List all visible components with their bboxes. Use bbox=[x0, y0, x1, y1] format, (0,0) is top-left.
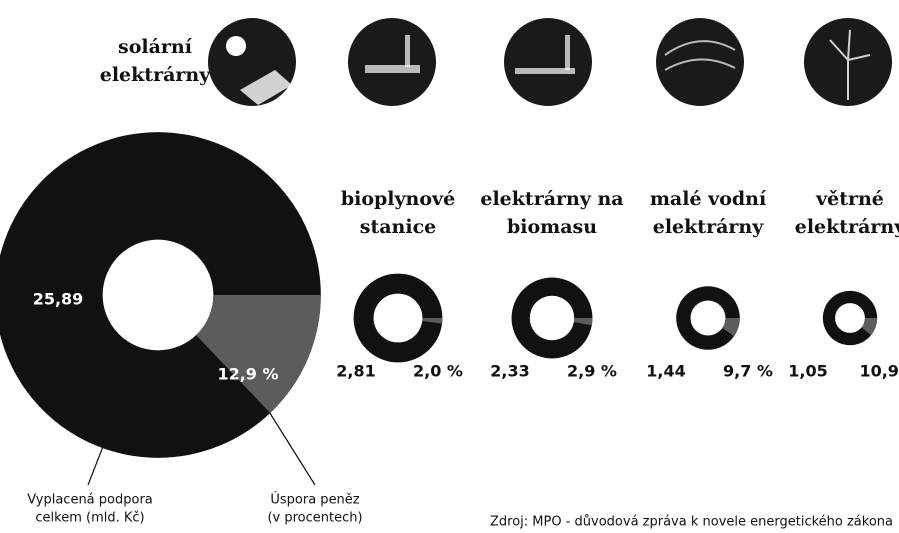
chart: Vyplacená podpora celkem (mld. Kč) Úspor… bbox=[0, 0, 899, 533]
legend-total: Vyplacená podpora bbox=[27, 493, 153, 508]
legend-savings: (v procentech) bbox=[267, 511, 362, 526]
total-label: 1,05 bbox=[788, 362, 827, 381]
savings-label: 12,9 % bbox=[217, 365, 278, 384]
chart-title: malé vodní bbox=[650, 188, 767, 210]
savings-label: 9,7 % bbox=[723, 362, 773, 381]
legend-savings: Úspora peněz bbox=[270, 492, 359, 508]
page: Vyplacená podpora celkem (mld. Kč) Úspor… bbox=[0, 0, 899, 533]
icon-biomass bbox=[504, 18, 592, 106]
chart-title: elektrárny bbox=[100, 64, 211, 86]
total-label: 2,81 bbox=[336, 362, 375, 381]
savings-label: 2,9 % bbox=[567, 362, 617, 381]
icons bbox=[208, 18, 892, 106]
savings-label: 2,0 % bbox=[413, 362, 463, 381]
total-label: 2,33 bbox=[490, 362, 529, 381]
chart-title: stanice bbox=[360, 216, 436, 238]
chart-title: elektrárny na bbox=[480, 188, 623, 210]
icon-biogas bbox=[348, 18, 436, 106]
donut-ring bbox=[823, 291, 877, 345]
total-label: 25,89 bbox=[33, 290, 84, 309]
chart-title: elektrárny bbox=[795, 216, 899, 238]
chart-title: biomasu bbox=[507, 216, 597, 238]
legend-total: celkem (mld. Kč) bbox=[35, 511, 144, 526]
source: Zdroj: MPO - důvodová zpráva k novele en… bbox=[490, 515, 893, 530]
chart-title: bioplynové bbox=[341, 188, 455, 210]
chart-title: solární bbox=[118, 36, 193, 58]
leader-savings bbox=[268, 410, 315, 485]
savings-label: 10,9 % bbox=[859, 362, 899, 381]
total-label: 1,44 bbox=[646, 362, 685, 381]
chart-title: větrné bbox=[815, 188, 884, 210]
icon-hydro bbox=[656, 18, 744, 106]
chart-title: elektrárny bbox=[653, 216, 764, 238]
